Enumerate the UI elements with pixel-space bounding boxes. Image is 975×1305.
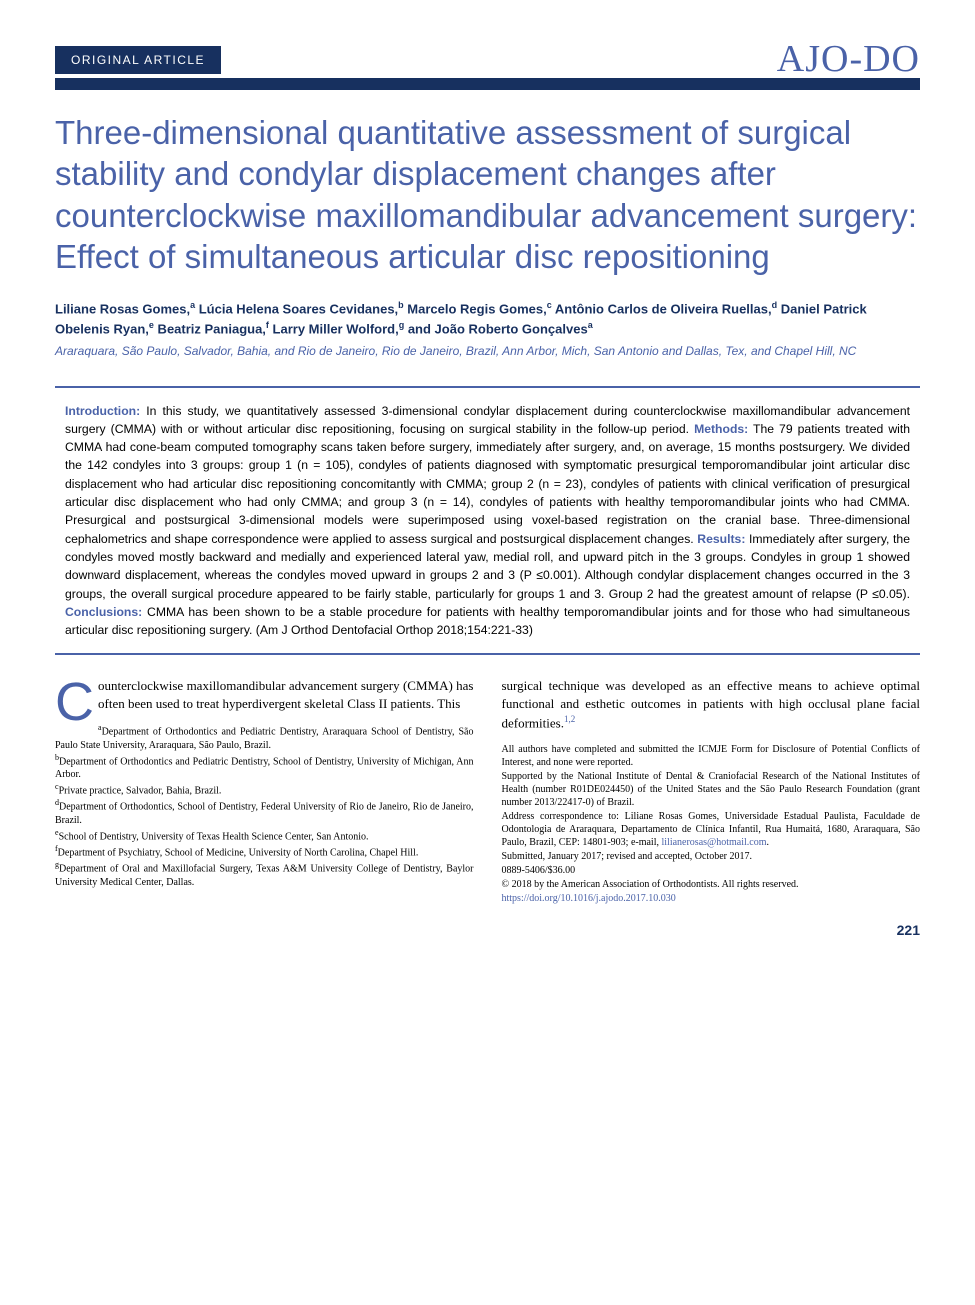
footnotes-right: All authors have completed and submitted… bbox=[502, 743, 921, 905]
abstract-text: Introduction: In this study, we quantita… bbox=[65, 402, 910, 640]
body-paragraph: Counterclockwise maxillomandibular advan… bbox=[55, 677, 474, 713]
abstract-methods-label: Methods: bbox=[694, 422, 748, 436]
footnote-line: gDepartment of Oral and Maxillofacial Su… bbox=[55, 860, 474, 888]
article-title: Three-dimensional quantitative assessmen… bbox=[55, 112, 920, 277]
abstract-conclusions-text: CMMA has been shown to be a stable proce… bbox=[65, 605, 910, 637]
body-paragraph: surgical technique was developed as an e… bbox=[502, 677, 921, 732]
footnotes-left: aDepartment of Orthodontics and Pediatri… bbox=[55, 723, 474, 888]
dropcap: C bbox=[55, 677, 98, 723]
article-type-badge: ORIGINAL ARTICLE bbox=[55, 46, 221, 74]
footnote-line: All authors have completed and submitted… bbox=[502, 743, 921, 769]
authors-list: Liliane Rosas Gomes,a Lúcia Helena Soare… bbox=[55, 299, 920, 339]
footnote-line: dDepartment of Orthodontics, School of D… bbox=[55, 798, 474, 826]
footnote-line: 0889-5406/$36.00 bbox=[502, 864, 921, 877]
abstract-methods-text: The 79 patients treated with CMMA had co… bbox=[65, 422, 910, 546]
abstract-conclusions-label: Conclusions: bbox=[65, 605, 142, 619]
footnote-line: bDepartment of Orthodontics and Pediatri… bbox=[55, 753, 474, 781]
journal-logo: AJO-DO bbox=[777, 40, 920, 78]
column-right: surgical technique was developed as an e… bbox=[502, 677, 921, 905]
abstract-results-label: Results: bbox=[697, 532, 745, 546]
header-bar: ORIGINAL ARTICLE AJO-DO bbox=[55, 30, 920, 74]
page-number: 221 bbox=[55, 922, 920, 938]
reference-superscript: 1,2 bbox=[564, 714, 575, 724]
footnote-line: Submitted, January 2017; revised and acc… bbox=[502, 850, 921, 863]
footnote-line: Supported by the National Institute of D… bbox=[502, 770, 921, 809]
footnote-line: Address correspondence to: Liliane Rosas… bbox=[502, 810, 921, 849]
abstract-box: Introduction: In this study, we quantita… bbox=[55, 386, 920, 656]
abstract-intro-label: Introduction: bbox=[65, 404, 140, 418]
page: ORIGINAL ARTICLE AJO-DO Three-dimensiona… bbox=[0, 0, 975, 1305]
footnote-line: © 2018 by the American Association of Or… bbox=[502, 878, 921, 891]
column-left: Counterclockwise maxillomandibular advan… bbox=[55, 677, 474, 905]
footnote-line: https://doi.org/10.1016/j.ajodo.2017.10.… bbox=[502, 892, 921, 905]
affiliations-line: Araraquara, São Paulo, Salvador, Bahia, … bbox=[55, 343, 920, 359]
footnote-line: cPrivate practice, Salvador, Bahia, Braz… bbox=[55, 782, 474, 797]
footnote-line: eSchool of Dentistry, University of Texa… bbox=[55, 828, 474, 843]
footnote-line: fDepartment of Psychiatry, School of Med… bbox=[55, 844, 474, 859]
body-columns: Counterclockwise maxillomandibular advan… bbox=[55, 677, 920, 905]
body-text-col1: ounterclockwise maxillomandibular advanc… bbox=[98, 678, 474, 711]
footnote-line: aDepartment of Orthodontics and Pediatri… bbox=[55, 723, 474, 751]
